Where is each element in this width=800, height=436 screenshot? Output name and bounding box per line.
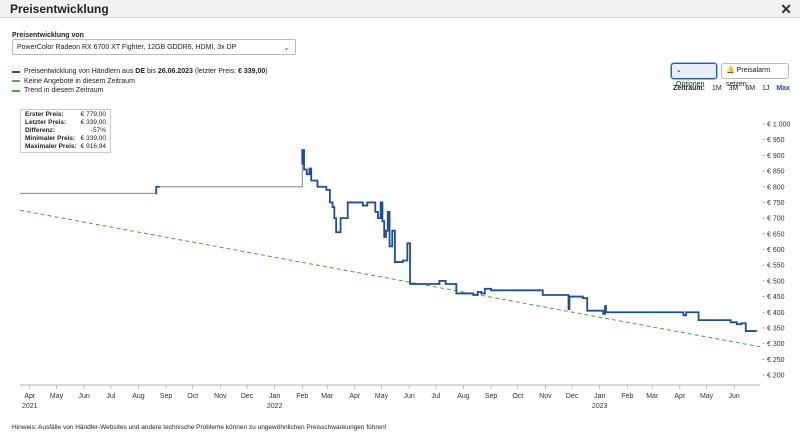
series-line-price [301, 149, 758, 332]
x-tick-label: Apr [674, 393, 686, 400]
x-tick-label: Jun [403, 393, 414, 400]
product-select[interactable]: PowerColor Radeon RX 6700 XT Fighter, 12… [12, 39, 296, 55]
y-tick-label: € 400 [767, 310, 785, 317]
x-tick-label: Jun [729, 393, 740, 400]
x-tick-label: Jan [594, 393, 605, 400]
x-tick-label: Aug [132, 393, 145, 400]
x-tick-label: Oct [187, 393, 198, 400]
y-tick-label: € 200 [767, 373, 785, 380]
timerange-max[interactable]: Max [776, 85, 790, 92]
timerange-3m[interactable]: 3M [728, 85, 739, 92]
x-tick-label: Jul [106, 393, 115, 400]
x-tick-label: Aug [457, 393, 470, 400]
x-tick-label: Oct [512, 393, 523, 400]
x-tick-label: Feb [621, 393, 633, 400]
series-line-price [155, 185, 160, 195]
y-tick-label: € 850 [767, 169, 785, 176]
chart-legend: Preisentwicklung von Händlern aus DE bis… [12, 67, 268, 96]
options-button[interactable]: ⌄ Optionen [671, 63, 717, 88]
x-tick-label: Mar [321, 393, 334, 400]
footer-note: Hinweis: Ausfälle von Händler-Websites u… [12, 424, 387, 431]
legend-label-trend: Trend in diesem Zeitraum [24, 87, 104, 94]
timerange-selector: Zeitraum: 1M 3M 6M 1J Max [673, 85, 790, 92]
x-tick-label: Dec [241, 393, 254, 400]
x-tick-label: May [50, 393, 64, 400]
timerange-1m[interactable]: 1M [711, 85, 722, 92]
legend-label-price: Preisentwicklung von Händlern aus DE bis… [24, 68, 268, 75]
x-tick-year-label: 2021 [22, 403, 38, 410]
close-icon[interactable]: ✕ [780, 1, 792, 17]
y-tick-label: € 250 [767, 357, 785, 364]
y-tick-label: € 1.000 [767, 122, 790, 129]
y-tick-label: € 600 [767, 247, 785, 254]
legend-swatch-trend [12, 89, 20, 92]
legend-item-trend[interactable]: Trend in diesem Zeitraum [12, 86, 268, 96]
timerange-6m[interactable]: 6M [745, 85, 756, 92]
window-title: Preisentwicklung [10, 2, 109, 16]
y-tick-label: € 900 [767, 153, 785, 160]
stat-row: Minimaler Preis: € 339,00 [25, 135, 106, 142]
x-tick-label: Dec [566, 393, 579, 400]
chevron-down-icon: ⌄ [676, 67, 682, 74]
y-tick-label: € 950 [767, 137, 785, 144]
price-alarm-button[interactable]: 🔔 Preisalarm setzen [721, 63, 789, 88]
legend-item-price[interactable]: Preisentwicklung von Händlern aus DE bis… [12, 67, 268, 77]
x-tick-label: Jan [269, 393, 280, 400]
x-tick-label: Sep [160, 393, 173, 400]
y-tick-label: € 500 [767, 278, 785, 285]
stat-row: Erster Preis: € 779,00 [25, 111, 106, 118]
chevron-down-icon: ⌄ [283, 43, 290, 52]
stat-row: Differenz: -57% [25, 127, 106, 134]
x-tick-label: Feb [296, 393, 308, 400]
stat-row: Letzter Preis: € 339,00 [25, 119, 106, 126]
y-tick-label: € 300 [767, 341, 785, 348]
series-line-no-offers [159, 164, 303, 188]
x-tick-label: Nov [214, 393, 227, 400]
legend-swatch-no-offers [12, 80, 20, 83]
legend-swatch-price [12, 70, 20, 73]
stat-row: Maximaler Preis: € 916,94 [25, 143, 106, 150]
product-select-value: PowerColor Radeon RX 6700 XT Fighter, 12… [17, 44, 237, 51]
timerange-1j[interactable]: 1J [762, 85, 770, 92]
y-tick-label: € 700 [767, 216, 785, 223]
legend-item-no-offers[interactable]: Keine Angebote in diesem Zeitraum [12, 77, 268, 87]
product-select-label: Preisentwicklung von [12, 32, 84, 39]
x-tick-year-label: 2022 [267, 403, 283, 410]
x-tick-label: Jun [78, 393, 89, 400]
y-tick-label: € 550 [767, 263, 785, 270]
x-tick-label: May [700, 393, 714, 400]
x-tick-label: Nov [539, 393, 552, 400]
bell-icon: 🔔 [726, 67, 735, 74]
x-tick-label: Apr [349, 393, 361, 400]
x-tick-year-label: 2023 [592, 403, 608, 410]
y-tick-label: € 750 [767, 200, 785, 207]
x-tick-label: May [375, 393, 389, 400]
y-tick-label: € 800 [767, 184, 785, 191]
x-tick-label: Apr [24, 393, 36, 400]
timerange-label: Zeitraum: [673, 85, 705, 92]
y-tick-label: € 450 [767, 294, 785, 301]
x-tick-label: Mar [646, 393, 659, 400]
legend-label-no-offers: Keine Angebote in diesem Zeitraum [24, 77, 135, 85]
x-tick-label: Jul [431, 393, 440, 400]
stats-box: Erster Preis: € 779,00 Letzter Preis: € 33… [20, 109, 111, 153]
y-tick-label: € 650 [767, 231, 785, 238]
x-tick-label: Sep [485, 393, 498, 400]
y-tick-label: € 350 [767, 325, 785, 332]
window-title-bar: Preisentwicklung ✕ [0, 0, 800, 18]
